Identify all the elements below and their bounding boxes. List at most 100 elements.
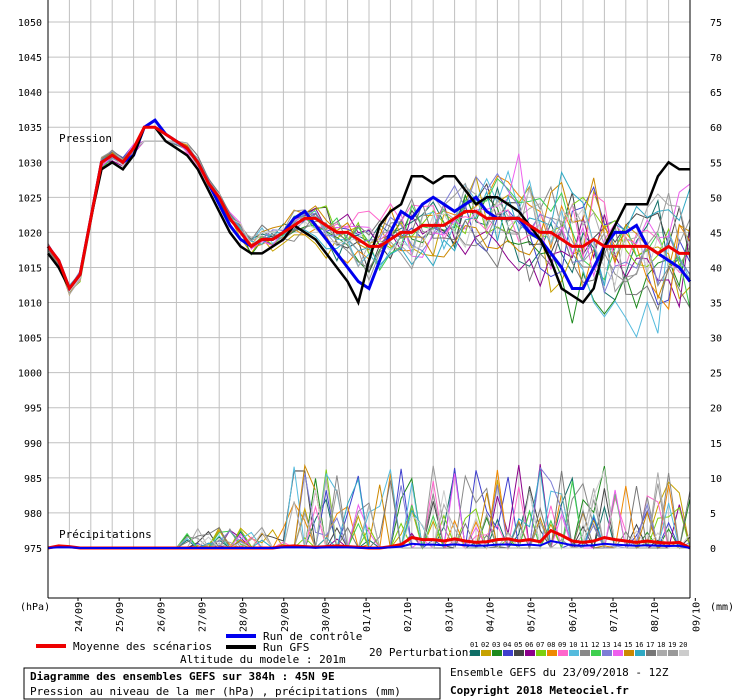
swatch-06 bbox=[525, 650, 535, 656]
series-line-moyenne-des-sc-narios bbox=[46, 125, 690, 292]
left-tick-label: 1010 bbox=[18, 299, 42, 310]
right-tick-label: 50 bbox=[710, 193, 722, 204]
date-label: 29/09 bbox=[280, 602, 291, 632]
swatch-number: 18 bbox=[657, 641, 665, 649]
control-precip-line bbox=[47, 539, 691, 549]
left-tick-label: 1040 bbox=[18, 88, 42, 99]
date-label: 01/10 bbox=[362, 602, 373, 632]
left-tick-label: 1025 bbox=[18, 193, 42, 204]
main-series bbox=[46, 118, 692, 550]
right-tick-label: 20 bbox=[710, 404, 722, 415]
right-tick-label: 15 bbox=[710, 439, 722, 450]
swatch-number: 01 bbox=[470, 641, 478, 649]
date-label: 02/10 bbox=[403, 602, 414, 632]
legend-gfs-label: Run GFS bbox=[263, 641, 309, 654]
left-tick-label: 1030 bbox=[18, 158, 42, 169]
legend-gfs-swatch bbox=[226, 645, 256, 649]
date-label: 09/10 bbox=[691, 602, 702, 632]
right-tick-label: 10 bbox=[710, 474, 722, 485]
date-label: 05/10 bbox=[527, 602, 538, 632]
swatch-number: 11 bbox=[580, 641, 588, 649]
left-tick-label: 1000 bbox=[18, 369, 42, 380]
swatch-number: 02 bbox=[481, 641, 489, 649]
swatch-number: 09 bbox=[558, 641, 566, 649]
swatch-17 bbox=[646, 650, 656, 656]
precip-label: Précipitations bbox=[59, 528, 152, 541]
date-label: 25/09 bbox=[115, 602, 126, 632]
swatch-05 bbox=[514, 650, 524, 656]
swatch-11 bbox=[580, 650, 590, 656]
date-label: 28/09 bbox=[239, 602, 250, 632]
tick-labels: 1050104510401035103010251020101510101005… bbox=[18, 18, 722, 632]
date-label: 07/10 bbox=[609, 602, 620, 632]
diagram-subtitle: Pression au niveau de la mer (hPa) , pré… bbox=[30, 685, 401, 698]
legend: Moyenne des scénarios Run de contrôle Ru… bbox=[36, 630, 689, 666]
title-box bbox=[23, 667, 441, 700]
diagram-title: Diagramme des ensembles GEFS sur 384h : … bbox=[30, 670, 335, 683]
perturbations-label: 20 Perturbations bbox=[369, 646, 475, 659]
altitude-label: Altitude du modele : 201m bbox=[180, 653, 346, 666]
date-label: 04/10 bbox=[486, 602, 497, 632]
swatch-number: 06 bbox=[525, 641, 533, 649]
swatch-number: 03 bbox=[492, 641, 500, 649]
left-tick-label: 1020 bbox=[18, 228, 42, 239]
swatch-number: 04 bbox=[503, 641, 511, 649]
run-info: Ensemble GEFS du 23/09/2018 - 12Z bbox=[450, 666, 669, 679]
swatch-10 bbox=[569, 650, 579, 656]
date-label: 06/10 bbox=[568, 602, 579, 632]
right-tick-label: 55 bbox=[710, 158, 722, 169]
swatch-18 bbox=[657, 650, 667, 656]
swatch-13 bbox=[602, 650, 612, 656]
date-label: 08/10 bbox=[650, 602, 661, 632]
swatch-16 bbox=[635, 650, 645, 656]
swatch-number: 19 bbox=[668, 641, 676, 649]
legend-control-label: Run de contrôle bbox=[263, 630, 362, 643]
swatch-04 bbox=[503, 650, 513, 656]
left-tick-label: 1045 bbox=[18, 53, 42, 64]
swatch-15 bbox=[624, 650, 634, 656]
left-tick-label: 975 bbox=[24, 544, 42, 555]
swatch-14 bbox=[613, 650, 623, 656]
swatch-number: 20 bbox=[679, 641, 687, 649]
axes bbox=[47, 0, 691, 599]
swatch-number: 05 bbox=[514, 641, 522, 649]
left-tick-label: 1035 bbox=[18, 123, 42, 134]
swatch-number: 14 bbox=[613, 641, 621, 649]
swatch-number: 15 bbox=[624, 641, 632, 649]
left-tick-label: 995 bbox=[24, 404, 42, 415]
copyright: Copyright 2018 Meteociel.fr bbox=[450, 684, 629, 697]
date-label: 26/09 bbox=[156, 602, 167, 632]
right-tick-label: 75 bbox=[710, 18, 722, 29]
perturbation-line-20 bbox=[47, 140, 691, 293]
left-tick-label: 985 bbox=[24, 474, 42, 485]
swatch-02 bbox=[481, 650, 491, 656]
right-tick-label: 60 bbox=[710, 123, 722, 134]
perturbation-swatches: 01 02 03 04 05 06 07 08 09 10 11 12 13 14 15 16 17 18 19 20 bbox=[470, 641, 689, 656]
date-label: 03/10 bbox=[444, 602, 455, 632]
swatch-number: 16 bbox=[635, 641, 643, 649]
swatch-01 bbox=[470, 650, 480, 656]
right-tick-label: 70 bbox=[710, 53, 722, 64]
left-tick-label: 1005 bbox=[18, 334, 42, 345]
swatch-number: 08 bbox=[547, 641, 555, 649]
swatch-number: 13 bbox=[602, 641, 610, 649]
date-label: 24/09 bbox=[74, 602, 85, 632]
swatch-20 bbox=[679, 650, 689, 656]
left-tick-label: 990 bbox=[24, 439, 42, 450]
swatch-08 bbox=[547, 650, 557, 656]
swatch-number: 12 bbox=[591, 641, 599, 649]
right-tick-label: 5 bbox=[710, 509, 716, 520]
left-tick-label: 1015 bbox=[18, 263, 42, 274]
left-tick-label: 980 bbox=[24, 509, 42, 520]
legend-control-swatch bbox=[226, 634, 256, 638]
right-tick-label: 40 bbox=[710, 263, 722, 274]
right-tick-label: 65 bbox=[710, 88, 722, 99]
swatch-19 bbox=[668, 650, 678, 656]
swatch-number: 10 bbox=[569, 641, 577, 649]
series-line-run-de-contr-le bbox=[46, 118, 692, 292]
date-label: 27/09 bbox=[197, 602, 208, 632]
swatch-12 bbox=[591, 650, 601, 656]
swatch-07 bbox=[536, 650, 546, 656]
right-tick-label: 30 bbox=[710, 334, 722, 345]
